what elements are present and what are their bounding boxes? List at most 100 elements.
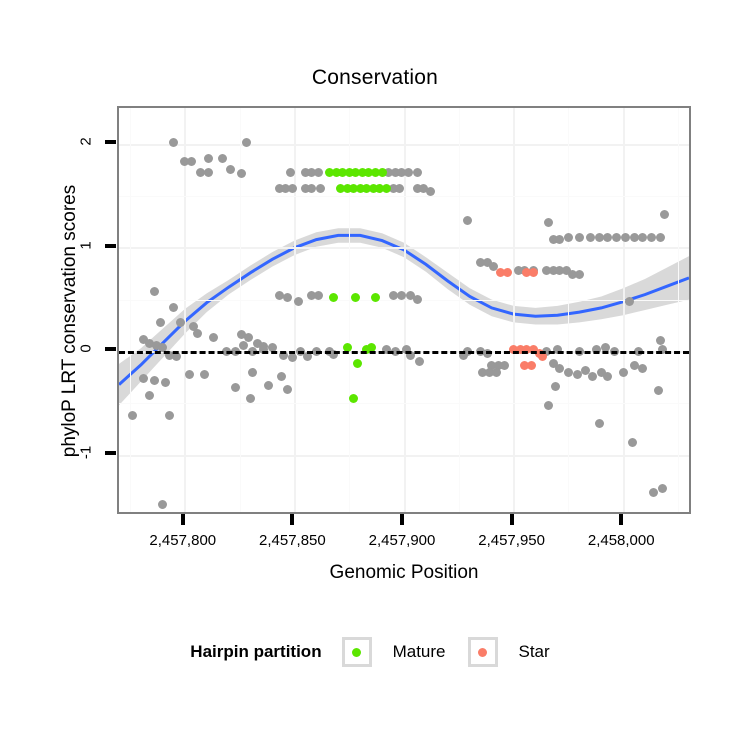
data-point-other bbox=[276, 371, 286, 381]
data-point-other bbox=[548, 359, 558, 369]
data-point-other bbox=[544, 218, 554, 228]
data-point-other bbox=[656, 232, 665, 242]
data-point-other bbox=[388, 290, 398, 300]
data-point-other bbox=[307, 184, 317, 194]
data-point-star bbox=[522, 268, 532, 278]
data-point-other bbox=[406, 290, 416, 300]
data-point-other bbox=[594, 232, 604, 242]
y-tick-mark bbox=[105, 347, 116, 352]
data-point-other bbox=[278, 351, 288, 361]
plot-panel bbox=[117, 106, 691, 514]
data-point-other bbox=[314, 167, 323, 177]
data-point-other bbox=[204, 167, 214, 177]
data-point-other bbox=[283, 385, 293, 395]
x-tick-label: 2,457,950 bbox=[478, 532, 545, 549]
data-point-mature bbox=[338, 167, 348, 177]
y-axis-title: phyloP LRT conservation scores bbox=[59, 184, 80, 458]
data-point-other bbox=[138, 334, 148, 344]
data-point-other bbox=[388, 184, 398, 194]
data-point-other bbox=[243, 333, 253, 343]
x-tick-label: 2,458,000 bbox=[587, 532, 655, 549]
data-point-other bbox=[169, 137, 179, 147]
y-tick-label: 0 bbox=[77, 344, 95, 354]
data-point-other bbox=[647, 232, 657, 242]
data-point-other bbox=[217, 154, 227, 164]
data-point-other bbox=[138, 373, 148, 383]
data-point-other bbox=[555, 363, 565, 373]
data-point-other bbox=[127, 411, 137, 421]
legend-key-mature[interactable] bbox=[341, 637, 372, 667]
data-point-other bbox=[158, 342, 168, 352]
data-point-other bbox=[171, 352, 181, 362]
x-axis-title: Genomic Position bbox=[329, 562, 479, 583]
data-point-other bbox=[169, 303, 179, 313]
data-point-other bbox=[316, 184, 326, 194]
confidence-band bbox=[119, 228, 689, 406]
data-point-mature bbox=[353, 359, 363, 369]
page-title: Conservation bbox=[311, 66, 439, 89]
data-point-other bbox=[485, 367, 494, 377]
gridline-vertical bbox=[293, 108, 296, 512]
data-point-other bbox=[164, 351, 174, 361]
data-point-other bbox=[625, 297, 635, 307]
data-point-other bbox=[487, 361, 497, 371]
data-point-other bbox=[145, 338, 155, 348]
x-tick-mark bbox=[290, 514, 295, 525]
data-point-other bbox=[283, 293, 293, 303]
data-point-other bbox=[550, 382, 560, 392]
y-tick-mark bbox=[105, 243, 116, 248]
data-point-other bbox=[226, 164, 236, 174]
data-point-other bbox=[414, 357, 424, 367]
data-point-mature bbox=[357, 167, 367, 177]
data-point-other bbox=[248, 367, 258, 377]
legend-title: Hairpin partition bbox=[190, 642, 322, 661]
data-point-other bbox=[384, 167, 394, 177]
gridline-horizontal bbox=[119, 454, 689, 457]
legend-label-star: Star bbox=[518, 642, 550, 661]
data-point-other bbox=[252, 338, 262, 348]
data-point-mature bbox=[371, 293, 380, 303]
data-point-other bbox=[151, 340, 161, 350]
gridline-vertical bbox=[622, 108, 625, 512]
gridline-vertical-minor bbox=[678, 108, 680, 512]
data-point-star bbox=[520, 361, 530, 371]
gridline-vertical bbox=[403, 108, 406, 512]
data-point-other bbox=[596, 367, 606, 377]
data-point-other bbox=[195, 167, 205, 177]
data-point-other bbox=[555, 266, 565, 276]
data-point-other bbox=[592, 344, 602, 354]
data-point-other bbox=[329, 350, 339, 360]
data-point-other bbox=[544, 400, 554, 410]
y-tick-label: 1 bbox=[77, 241, 95, 250]
data-point-other bbox=[285, 167, 295, 177]
data-point-star bbox=[509, 344, 519, 354]
data-point-other bbox=[175, 317, 185, 327]
data-point-other bbox=[500, 361, 510, 371]
data-point-other bbox=[186, 157, 196, 167]
data-point-other bbox=[237, 168, 247, 178]
gridline-vertical-minor bbox=[458, 108, 460, 512]
data-point-mature bbox=[331, 167, 341, 177]
gridline-horizontal-minor bbox=[119, 403, 689, 405]
data-point-mature bbox=[355, 184, 365, 194]
data-point-other bbox=[246, 393, 256, 403]
legend-key-star[interactable] bbox=[467, 637, 498, 667]
data-point-other bbox=[287, 184, 297, 194]
data-point-other bbox=[658, 483, 668, 493]
y-tick-label: -1 bbox=[77, 445, 95, 460]
data-point-other bbox=[555, 235, 565, 245]
data-point-other bbox=[601, 342, 611, 352]
data-point-other bbox=[180, 157, 190, 167]
data-point-other bbox=[287, 353, 297, 363]
data-point-other bbox=[158, 500, 168, 510]
gridline-vertical-minor bbox=[568, 108, 570, 512]
gridline-vertical-minor bbox=[129, 108, 131, 512]
data-point-other bbox=[458, 351, 468, 361]
data-point-other bbox=[629, 232, 639, 242]
data-point-other bbox=[620, 232, 630, 242]
star-color-swatch bbox=[478, 647, 487, 657]
data-point-other bbox=[200, 369, 209, 379]
data-point-other bbox=[160, 378, 170, 387]
data-point-other bbox=[491, 367, 501, 377]
data-point-star bbox=[522, 344, 532, 354]
